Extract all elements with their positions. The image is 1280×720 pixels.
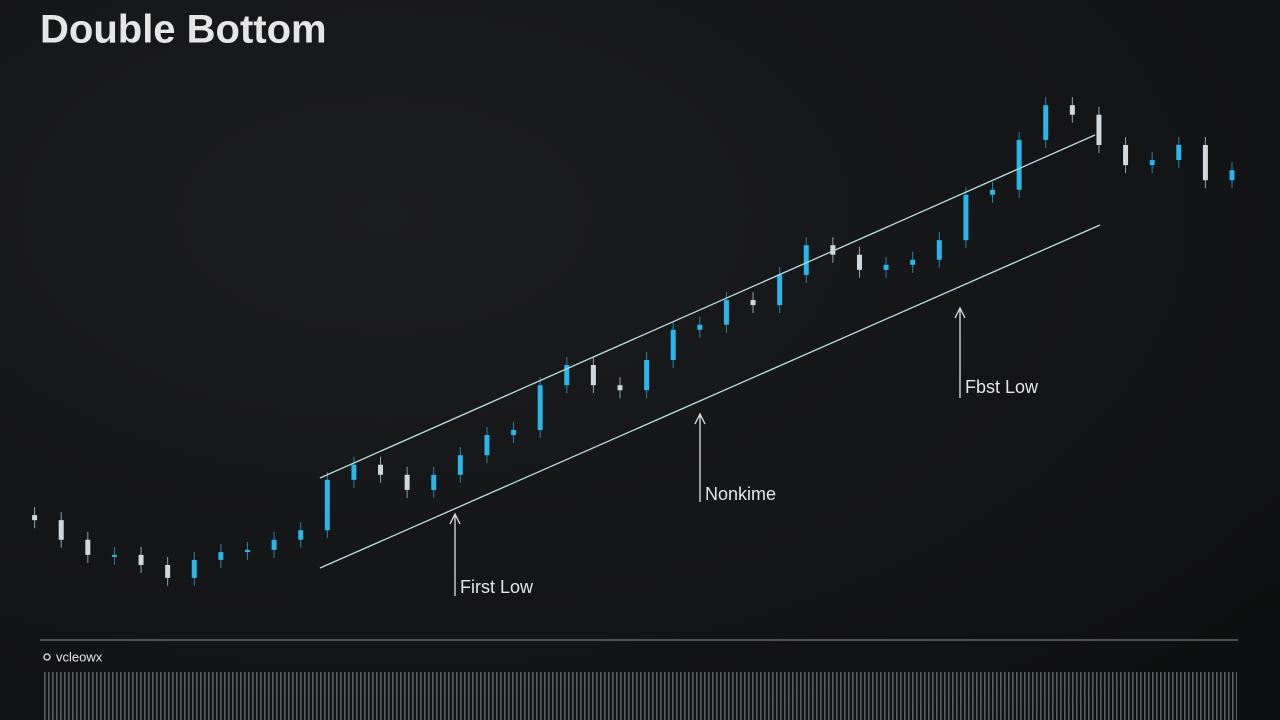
candle (537, 385, 543, 430)
plot-area (32, 97, 1235, 586)
candle (830, 245, 836, 255)
candle (138, 554, 144, 565)
candle (1069, 105, 1075, 115)
candle (165, 564, 171, 578)
candle (1043, 105, 1049, 140)
channel-lower (319, 224, 1101, 569)
candle (244, 549, 250, 553)
candle (777, 274, 783, 306)
candle (457, 455, 463, 475)
chart-title: Double Bottom (40, 8, 327, 52)
candle (351, 464, 357, 480)
candle (1016, 139, 1022, 190)
candle (856, 254, 862, 270)
candle (617, 385, 623, 391)
legend-icon (43, 653, 51, 661)
candle (564, 365, 570, 386)
candle (803, 245, 809, 275)
annotation: Nonkime (705, 484, 776, 504)
candle (404, 474, 410, 490)
candle (1202, 144, 1208, 181)
candle (85, 539, 91, 555)
arrow (954, 306, 966, 398)
arrow (449, 512, 461, 596)
candle (750, 300, 756, 306)
candle (644, 360, 650, 391)
candle (1096, 114, 1102, 145)
candle (963, 194, 969, 241)
candle (723, 300, 729, 325)
volume-label: vcleowx (56, 649, 103, 664)
candle (910, 259, 916, 265)
candle (58, 520, 64, 540)
arrow (694, 412, 706, 502)
candle (511, 430, 517, 436)
candle (191, 559, 197, 578)
candle (936, 240, 942, 260)
volume-bars (42, 672, 1237, 720)
candle (590, 365, 596, 386)
annotation: Fbst Low (965, 377, 1039, 397)
candle (111, 554, 117, 557)
candle (271, 539, 277, 550)
candle (324, 479, 330, 531)
candle (298, 530, 304, 540)
candle (670, 329, 676, 360)
candle (1176, 144, 1182, 161)
candle (990, 189, 996, 195)
candle (883, 264, 889, 270)
candle (32, 515, 38, 521)
annotation: First Low (460, 577, 534, 597)
candle (697, 324, 703, 330)
arrows (449, 306, 966, 596)
candle (218, 552, 224, 560)
candle (1229, 170, 1235, 181)
candle (1149, 160, 1155, 166)
candle (484, 435, 490, 456)
candle (431, 474, 437, 490)
candle (1123, 144, 1129, 166)
candle (378, 464, 384, 475)
channel-upper (319, 134, 1096, 479)
